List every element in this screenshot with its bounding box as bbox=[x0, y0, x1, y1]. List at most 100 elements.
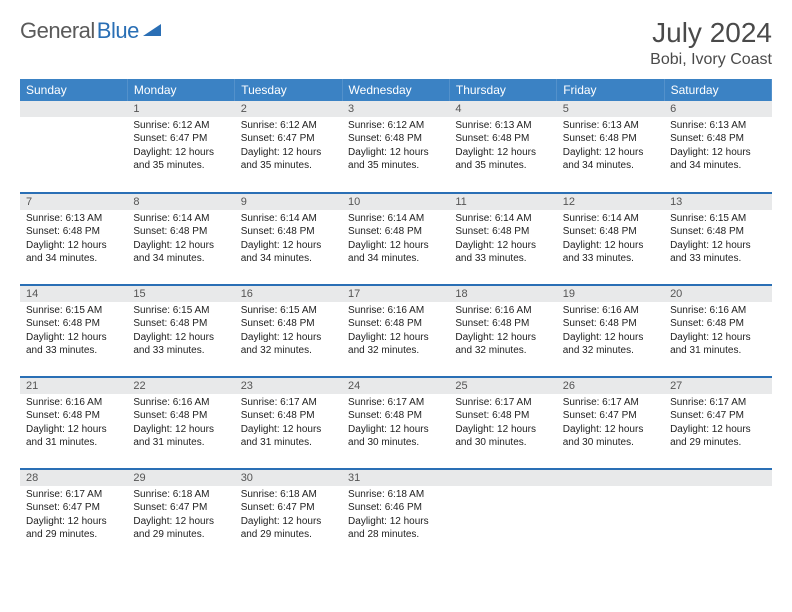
logo-text-1: General bbox=[20, 18, 95, 44]
sunrise-text: Sunrise: 6:17 AM bbox=[348, 396, 443, 410]
day-content: Sunrise: 6:17 AMSunset: 6:48 PMDaylight:… bbox=[449, 394, 556, 454]
sunset-text: Sunset: 6:48 PM bbox=[348, 317, 443, 331]
daylight-line1: Daylight: 12 hours bbox=[670, 239, 765, 253]
daylight-line1: Daylight: 12 hours bbox=[348, 146, 443, 160]
day-number: 24 bbox=[342, 378, 449, 394]
day-number: 31 bbox=[342, 470, 449, 486]
calendar-cell: 6Sunrise: 6:13 AMSunset: 6:48 PMDaylight… bbox=[664, 101, 771, 193]
daylight-line2: and 35 minutes. bbox=[348, 159, 443, 173]
sunrise-text: Sunrise: 6:13 AM bbox=[455, 119, 550, 133]
day-number: 15 bbox=[127, 286, 234, 302]
dayname-friday: Friday bbox=[557, 79, 664, 101]
day-content: Sunrise: 6:16 AMSunset: 6:48 PMDaylight:… bbox=[664, 302, 771, 362]
day-content: Sunrise: 6:13 AMSunset: 6:48 PMDaylight:… bbox=[664, 117, 771, 177]
calendar-row: 21Sunrise: 6:16 AMSunset: 6:48 PMDayligh… bbox=[20, 377, 772, 469]
day-number: 9 bbox=[235, 194, 342, 210]
sunset-text: Sunset: 6:47 PM bbox=[133, 501, 228, 515]
sunrise-text: Sunrise: 6:16 AM bbox=[455, 304, 550, 318]
day-content: Sunrise: 6:16 AMSunset: 6:48 PMDaylight:… bbox=[557, 302, 664, 362]
dayname-wednesday: Wednesday bbox=[342, 79, 449, 101]
calendar-cell: 5Sunrise: 6:13 AMSunset: 6:48 PMDaylight… bbox=[557, 101, 664, 193]
day-content: Sunrise: 6:13 AMSunset: 6:48 PMDaylight:… bbox=[20, 210, 127, 270]
day-number: 20 bbox=[664, 286, 771, 302]
day-content: Sunrise: 6:14 AMSunset: 6:48 PMDaylight:… bbox=[449, 210, 556, 270]
calendar-cell: 13Sunrise: 6:15 AMSunset: 6:48 PMDayligh… bbox=[664, 193, 771, 285]
sunrise-text: Sunrise: 6:17 AM bbox=[241, 396, 336, 410]
daylight-line2: and 30 minutes. bbox=[348, 436, 443, 450]
calendar-cell: 8Sunrise: 6:14 AMSunset: 6:48 PMDaylight… bbox=[127, 193, 234, 285]
calendar-cell bbox=[449, 469, 556, 561]
daylight-line2: and 29 minutes. bbox=[670, 436, 765, 450]
sunset-text: Sunset: 6:46 PM bbox=[348, 501, 443, 515]
sunset-text: Sunset: 6:48 PM bbox=[133, 225, 228, 239]
daylight-line2: and 35 minutes. bbox=[133, 159, 228, 173]
day-number: 11 bbox=[449, 194, 556, 210]
day-number: 30 bbox=[235, 470, 342, 486]
daylight-line1: Daylight: 12 hours bbox=[133, 515, 228, 529]
sunrise-text: Sunrise: 6:18 AM bbox=[348, 488, 443, 502]
sunrise-text: Sunrise: 6:17 AM bbox=[563, 396, 658, 410]
dayname-monday: Monday bbox=[127, 79, 234, 101]
daylight-line1: Daylight: 12 hours bbox=[455, 146, 550, 160]
sunset-text: Sunset: 6:47 PM bbox=[133, 132, 228, 146]
sunset-text: Sunset: 6:48 PM bbox=[26, 225, 121, 239]
day-content: Sunrise: 6:14 AMSunset: 6:48 PMDaylight:… bbox=[235, 210, 342, 270]
day-number: 3 bbox=[342, 101, 449, 117]
daylight-line1: Daylight: 12 hours bbox=[563, 239, 658, 253]
day-number: 21 bbox=[20, 378, 127, 394]
sunset-text: Sunset: 6:48 PM bbox=[241, 317, 336, 331]
daylight-line2: and 32 minutes. bbox=[563, 344, 658, 358]
dayname-sunday: Sunday bbox=[20, 79, 127, 101]
day-content: Sunrise: 6:12 AMSunset: 6:47 PMDaylight:… bbox=[235, 117, 342, 177]
sunset-text: Sunset: 6:48 PM bbox=[26, 317, 121, 331]
day-content: Sunrise: 6:18 AMSunset: 6:47 PMDaylight:… bbox=[235, 486, 342, 546]
calendar-cell: 30Sunrise: 6:18 AMSunset: 6:47 PMDayligh… bbox=[235, 469, 342, 561]
day-content: Sunrise: 6:17 AMSunset: 6:47 PMDaylight:… bbox=[557, 394, 664, 454]
sunrise-text: Sunrise: 6:17 AM bbox=[670, 396, 765, 410]
sunrise-text: Sunrise: 6:15 AM bbox=[241, 304, 336, 318]
sunrise-text: Sunrise: 6:13 AM bbox=[670, 119, 765, 133]
sunset-text: Sunset: 6:48 PM bbox=[348, 132, 443, 146]
sunset-text: Sunset: 6:48 PM bbox=[133, 409, 228, 423]
daylight-line2: and 31 minutes. bbox=[133, 436, 228, 450]
calendar-cell: 31Sunrise: 6:18 AMSunset: 6:46 PMDayligh… bbox=[342, 469, 449, 561]
sunrise-text: Sunrise: 6:17 AM bbox=[26, 488, 121, 502]
daylight-line1: Daylight: 12 hours bbox=[563, 423, 658, 437]
day-content: Sunrise: 6:18 AMSunset: 6:46 PMDaylight:… bbox=[342, 486, 449, 546]
sunset-text: Sunset: 6:47 PM bbox=[563, 409, 658, 423]
calendar-cell: 19Sunrise: 6:16 AMSunset: 6:48 PMDayligh… bbox=[557, 285, 664, 377]
sunrise-text: Sunrise: 6:14 AM bbox=[133, 212, 228, 226]
calendar-cell: 17Sunrise: 6:16 AMSunset: 6:48 PMDayligh… bbox=[342, 285, 449, 377]
day-content: Sunrise: 6:15 AMSunset: 6:48 PMDaylight:… bbox=[127, 302, 234, 362]
sunrise-text: Sunrise: 6:14 AM bbox=[563, 212, 658, 226]
daylight-line2: and 34 minutes. bbox=[348, 252, 443, 266]
daylight-line1: Daylight: 12 hours bbox=[241, 146, 336, 160]
calendar-cell: 27Sunrise: 6:17 AMSunset: 6:47 PMDayligh… bbox=[664, 377, 771, 469]
day-content: Sunrise: 6:15 AMSunset: 6:48 PMDaylight:… bbox=[664, 210, 771, 270]
sunrise-text: Sunrise: 6:16 AM bbox=[26, 396, 121, 410]
day-number: 12 bbox=[557, 194, 664, 210]
calendar-cell: 23Sunrise: 6:17 AMSunset: 6:48 PMDayligh… bbox=[235, 377, 342, 469]
daylight-line2: and 33 minutes. bbox=[133, 344, 228, 358]
calendar-cell: 24Sunrise: 6:17 AMSunset: 6:48 PMDayligh… bbox=[342, 377, 449, 469]
day-content: Sunrise: 6:17 AMSunset: 6:48 PMDaylight:… bbox=[342, 394, 449, 454]
daylight-line2: and 29 minutes. bbox=[133, 528, 228, 542]
daylight-line1: Daylight: 12 hours bbox=[348, 239, 443, 253]
day-number: 23 bbox=[235, 378, 342, 394]
day-content: Sunrise: 6:17 AMSunset: 6:47 PMDaylight:… bbox=[20, 486, 127, 546]
calendar-cell: 1Sunrise: 6:12 AMSunset: 6:47 PMDaylight… bbox=[127, 101, 234, 193]
sunset-text: Sunset: 6:48 PM bbox=[241, 409, 336, 423]
sunrise-text: Sunrise: 6:16 AM bbox=[670, 304, 765, 318]
calendar-cell: 22Sunrise: 6:16 AMSunset: 6:48 PMDayligh… bbox=[127, 377, 234, 469]
calendar-body: 1Sunrise: 6:12 AMSunset: 6:47 PMDaylight… bbox=[20, 101, 772, 561]
day-content: Sunrise: 6:13 AMSunset: 6:48 PMDaylight:… bbox=[557, 117, 664, 177]
daylight-line1: Daylight: 12 hours bbox=[348, 331, 443, 345]
daylight-line2: and 28 minutes. bbox=[348, 528, 443, 542]
daylight-line1: Daylight: 12 hours bbox=[133, 423, 228, 437]
daylight-line1: Daylight: 12 hours bbox=[241, 239, 336, 253]
daylight-line1: Daylight: 12 hours bbox=[455, 239, 550, 253]
day-content: Sunrise: 6:16 AMSunset: 6:48 PMDaylight:… bbox=[20, 394, 127, 454]
sunset-text: Sunset: 6:48 PM bbox=[455, 409, 550, 423]
calendar-cell: 10Sunrise: 6:14 AMSunset: 6:48 PMDayligh… bbox=[342, 193, 449, 285]
calendar-cell: 16Sunrise: 6:15 AMSunset: 6:48 PMDayligh… bbox=[235, 285, 342, 377]
